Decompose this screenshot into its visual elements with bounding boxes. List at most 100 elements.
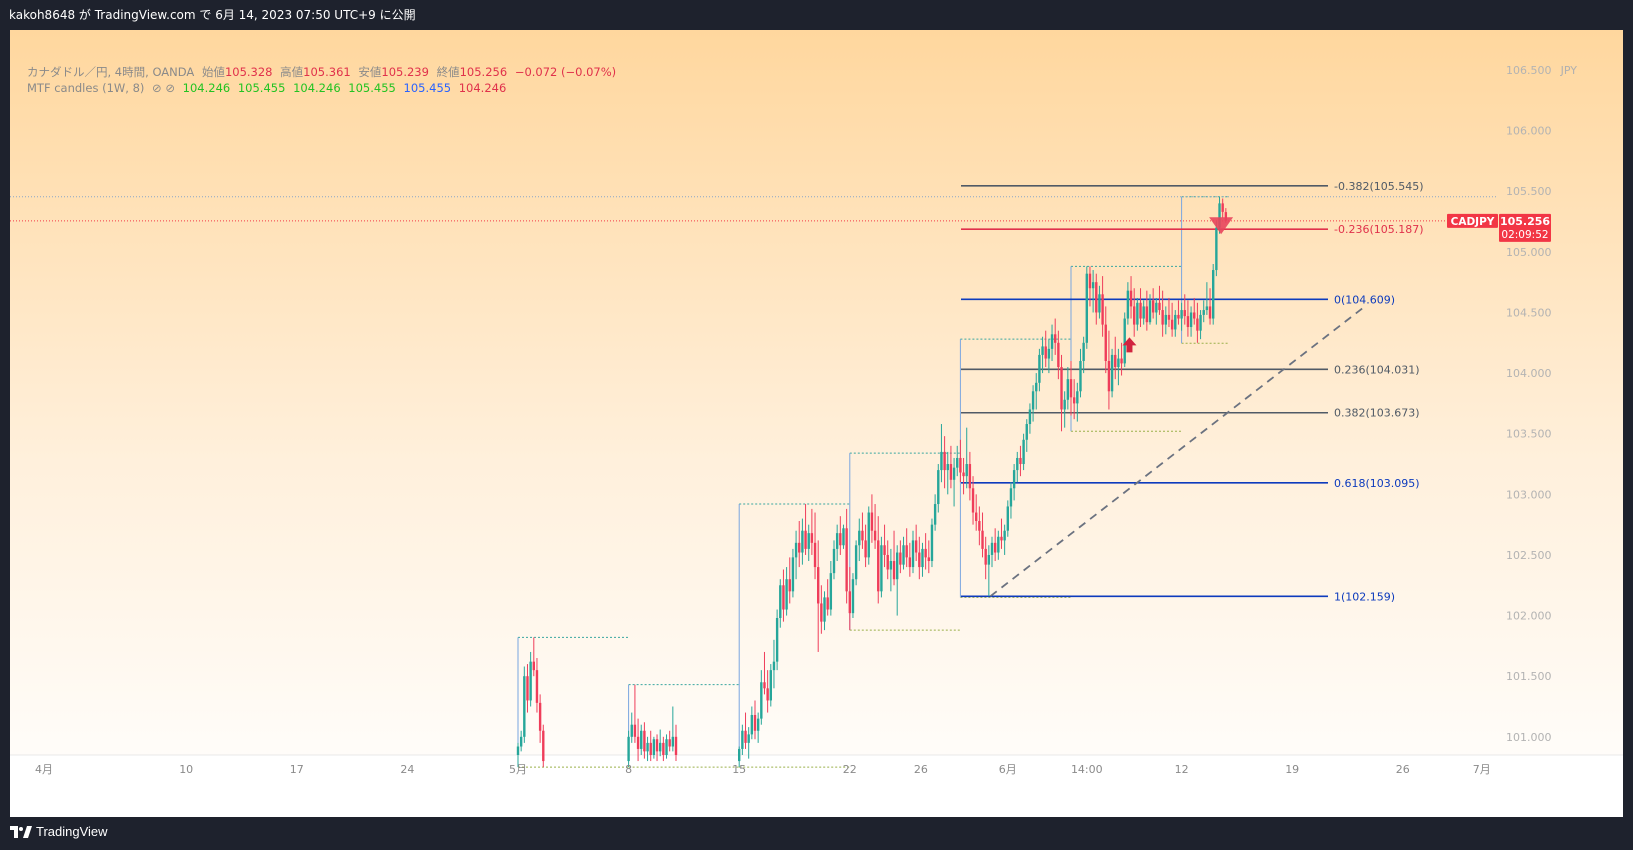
candle [1041,336,1044,374]
candle [949,445,953,489]
candle-body [747,734,750,743]
candle [905,528,908,568]
candle [772,639,776,689]
candle [1072,379,1076,420]
candle [1186,300,1190,337]
candle [962,457,965,495]
candle-body [1139,302,1142,319]
candle-body [1151,300,1155,313]
candle [842,524,845,549]
candle-body [649,742,652,755]
candle-body [538,702,542,731]
candle [640,724,643,755]
candle [1139,288,1142,328]
candle [671,706,675,752]
candle [756,712,760,743]
time-axis[interactable]: 4月 10 17 24 5月 8 15 22 26 6月 14:00 12 19 26 7月 [35,763,1491,776]
candle [940,424,943,483]
candle [659,729,662,757]
chart-frame[interactable]: -0.382(105.545) -0.236(105.187) 0(104.609)… [10,30,1623,817]
indicator-value-5: 105.455 [403,81,452,95]
price-tick-label: 103.000 [1506,488,1552,501]
candle [1155,297,1158,325]
price-axis[interactable]: 106.500 106.000 105.500 105.000 104.500 104.0… [1498,30,1623,755]
candle [993,528,997,562]
candle-body [896,552,899,580]
candle-body [1136,302,1139,325]
candle [1193,297,1196,325]
candle [1129,276,1133,319]
candle-body [738,748,741,762]
candle-body [1012,470,1016,489]
candle-body [1016,457,1019,471]
legend-high: 105.361 [303,65,351,79]
candle [753,700,757,740]
indicator-name[interactable]: MTF candles (1W, 8) [27,81,145,95]
candle [1101,276,1104,337]
tradingview-logo[interactable]: TradingView [10,824,108,839]
time-tick-label: 15 [732,763,746,776]
candle [981,512,984,558]
candle [1199,310,1202,340]
legend-indicator-row[interactable]: MTF candles (1W, 8) ⊘ ⊘ 104.246 105.455 … [27,80,620,96]
candle [835,524,839,562]
candle-body [997,536,1000,553]
candle-body [877,540,880,592]
fibonacci-levels[interactable]: -0.382(105.545) -0.236(105.187) 0(104.609)… [961,180,1424,604]
candle [813,512,817,580]
candle-body [766,688,769,701]
candle [1044,330,1047,368]
indicator-flags[interactable]: ⊘ ⊘ [152,81,175,95]
legend-symbol-row: カナダドル／円, 4時間, OANDA 始値105.328 高値105.361 … [27,64,620,80]
price-chart[interactable]: -0.382(105.545) -0.236(105.187) 0(104.609)… [10,30,1623,817]
weekly-box [517,636,629,768]
candle-body [775,618,779,662]
candle-body [655,739,659,752]
trendline-group[interactable] [10,196,1498,597]
candle-body [832,548,836,574]
candle [779,579,782,628]
candle [968,451,972,501]
candle-body [772,661,776,671]
publish-header: kakoh8648 が TradingView.com で 6月 14, 202… [9,8,416,22]
candle-body [993,542,997,553]
candle-body [937,470,940,505]
price-tick-label: 104.000 [1506,367,1552,380]
candle [519,730,523,752]
candle [924,533,927,570]
candle-body [839,533,842,546]
indicator-value-1: 104.246 [182,81,231,95]
price-tick-label: 105.500 [1506,185,1552,198]
candle [535,658,539,713]
time-tick-label: 26 [1396,763,1410,776]
candle [643,722,646,759]
fib-level-label: -0.382(105.545) [1334,180,1424,193]
candle-body [1129,290,1133,307]
candle-body [744,730,747,743]
candle-body [1148,300,1152,323]
candle [788,557,791,604]
candle-body [943,451,946,471]
candle-body [1022,439,1025,465]
candle [763,651,766,695]
candle-body [987,554,991,565]
candle-body [671,736,675,747]
candle [1208,288,1212,325]
candle [526,664,529,713]
price-tick-label: 101.000 [1506,731,1552,744]
candle-body [899,552,902,565]
legend-low-label: 安値 [358,65,382,79]
legend-change: −0.072 (−0.07%) [514,65,617,79]
candle-body [889,561,893,570]
candle [1120,342,1123,376]
candle-body [1063,399,1066,410]
tradingview-logo-icon [10,825,32,838]
candle-body [1044,346,1047,359]
candle-body [791,557,795,592]
candle [532,637,535,677]
candle [1161,290,1164,337]
candle-body [804,530,807,549]
candle [1202,300,1205,323]
candle-body [779,585,782,619]
candle [1031,385,1035,422]
